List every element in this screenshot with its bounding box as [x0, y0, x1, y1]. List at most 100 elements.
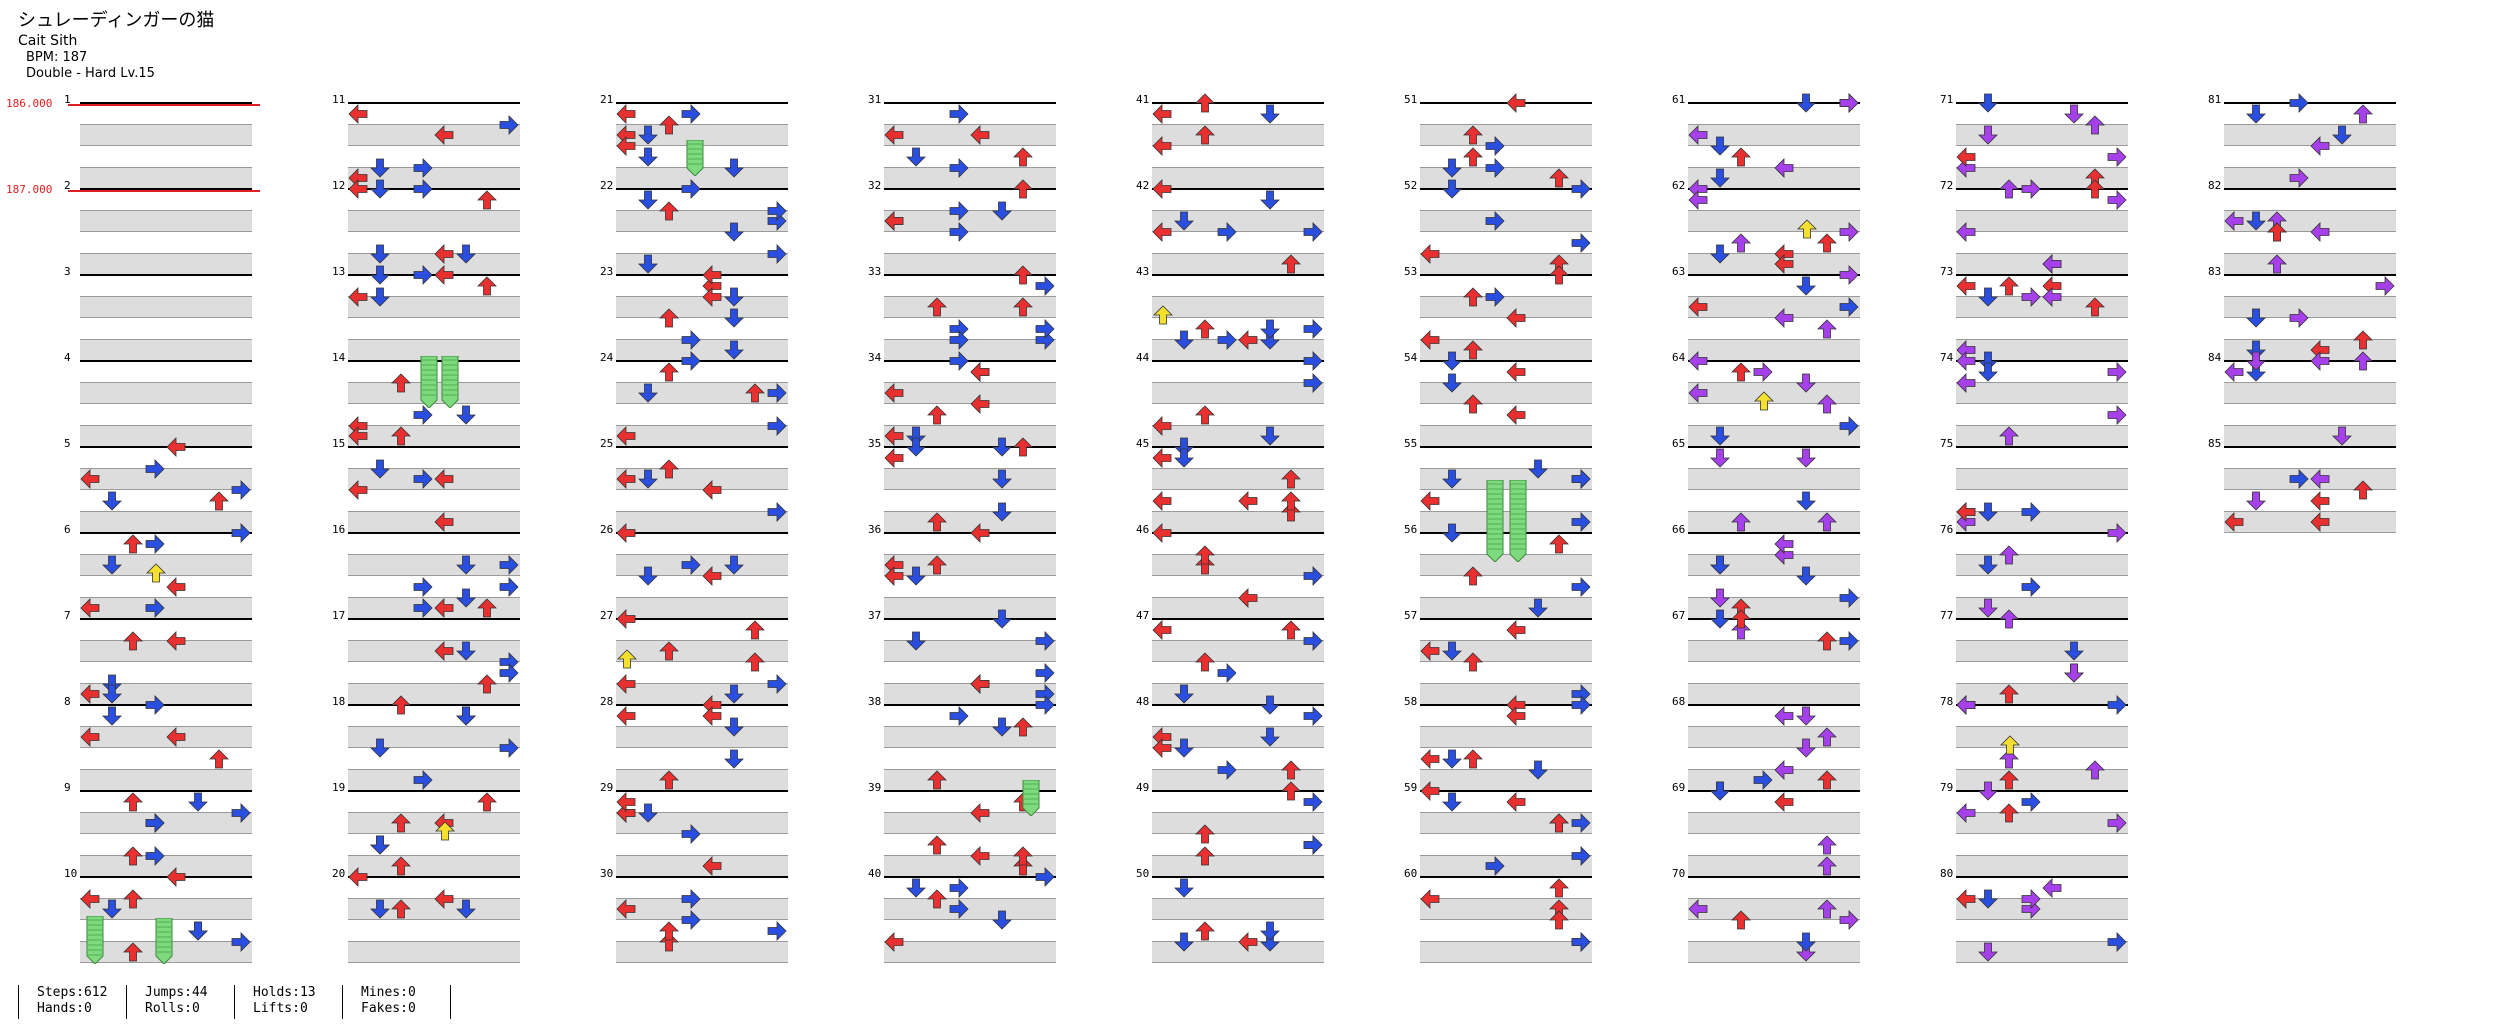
measure-number: 5	[64, 437, 71, 450]
beat-band	[884, 510, 1056, 532]
beat-line	[1420, 510, 1592, 512]
beat-line	[80, 510, 252, 512]
beat-band	[616, 295, 788, 317]
hold-note	[686, 139, 704, 180]
note-arrow	[1012, 855, 1034, 877]
measure-line	[348, 790, 520, 792]
note-arrow	[2106, 361, 2128, 383]
note-arrow	[1570, 931, 1592, 953]
beat-band	[1956, 553, 2128, 575]
beat-line	[1420, 231, 1592, 232]
beat-line	[616, 747, 788, 748]
beat-band	[2224, 510, 2396, 532]
measure-number: 54	[1404, 351, 1418, 364]
note-arrow	[948, 103, 970, 125]
note-arrow	[2106, 931, 2128, 953]
note-arrow	[1237, 329, 1259, 351]
note-arrow	[1462, 146, 1484, 168]
note-arrow	[2245, 210, 2267, 232]
beat-line	[1688, 747, 1860, 748]
beat-line	[616, 381, 788, 383]
measure-line	[2224, 274, 2396, 276]
note-arrow	[658, 200, 680, 222]
note-arrow	[498, 554, 520, 576]
note-arrow	[1259, 425, 1281, 447]
note-arrow	[1687, 350, 1709, 372]
stats-mines-fakes: Mines:0 Fakes:0	[342, 985, 416, 1019]
note-arrow	[2106, 146, 2128, 168]
note-arrow	[144, 694, 166, 716]
beat-band	[1420, 467, 1592, 489]
note-arrow	[1687, 382, 1709, 404]
beat-line	[616, 725, 788, 727]
beat-line	[1956, 467, 2128, 469]
note-arrow	[1012, 436, 1034, 458]
note-arrow	[1151, 447, 1173, 469]
note-arrow	[658, 361, 680, 383]
measure-number: 33	[868, 265, 882, 278]
beat-line	[1152, 725, 1324, 727]
note-arrow	[1816, 393, 1838, 415]
note-arrow	[1441, 157, 1463, 179]
note-arrow	[883, 425, 905, 447]
note-arrow	[2309, 468, 2331, 490]
note-arrow	[1527, 759, 1549, 781]
note-arrow	[615, 898, 637, 920]
song-title: シュレーディンガーの猫	[18, 10, 215, 31]
measure-line	[348, 274, 520, 276]
note-arrow	[1773, 533, 1795, 555]
measure-number: 71	[1940, 93, 1954, 106]
note-arrow	[2374, 275, 2396, 297]
beat-band	[2224, 295, 2396, 317]
beat-line	[1688, 510, 1860, 512]
beat-band	[1152, 725, 1324, 747]
beat-line	[1152, 510, 1324, 512]
note-arrow	[680, 329, 702, 351]
stat-steps: Steps:612	[37, 985, 108, 1000]
measure-number: 6	[64, 523, 71, 536]
measure-number: 73	[1940, 265, 1954, 278]
note-arrow	[1484, 210, 1506, 232]
note-arrow	[723, 157, 745, 179]
measure-line	[1420, 102, 1592, 104]
beat-band	[348, 510, 520, 532]
note-arrow	[1173, 329, 1195, 351]
note-arrow	[369, 834, 391, 856]
beat-band	[1420, 854, 1592, 876]
note-arrow	[991, 200, 1013, 222]
beat-band	[616, 209, 788, 231]
beat-band	[884, 940, 1056, 962]
beat-line	[616, 854, 788, 856]
note-arrow	[926, 554, 948, 576]
beat-line	[348, 768, 520, 770]
note-arrow	[1419, 780, 1441, 802]
beat-band	[1420, 510, 1592, 532]
measure-number: 43	[1136, 265, 1150, 278]
beat-line	[884, 209, 1056, 211]
note-arrow	[144, 812, 166, 834]
beat-band	[1956, 596, 2128, 618]
measure-line	[1688, 790, 1860, 792]
note-arrow	[2084, 759, 2106, 781]
note-arrow	[680, 103, 702, 125]
note-arrow	[1505, 619, 1527, 641]
measure-number: 22	[600, 179, 614, 192]
beat-line	[1956, 123, 2128, 125]
measure-line	[1152, 274, 1324, 276]
beat-line	[1420, 575, 1592, 576]
note-arrow	[926, 769, 948, 791]
beat-line	[1688, 338, 1860, 340]
column-end-line	[884, 962, 1056, 963]
beat-line	[884, 123, 1056, 125]
note-arrow	[948, 877, 970, 899]
beat-line	[1420, 811, 1592, 813]
note-arrow	[1955, 275, 1977, 297]
note-arrow	[1687, 898, 1709, 920]
note-arrow	[1462, 286, 1484, 308]
beat-line	[616, 919, 788, 920]
note-arrow	[1173, 436, 1195, 458]
beat-line	[1420, 682, 1592, 684]
beat-line	[616, 510, 788, 512]
beat-band	[80, 897, 252, 919]
note-arrow	[1505, 92, 1527, 114]
